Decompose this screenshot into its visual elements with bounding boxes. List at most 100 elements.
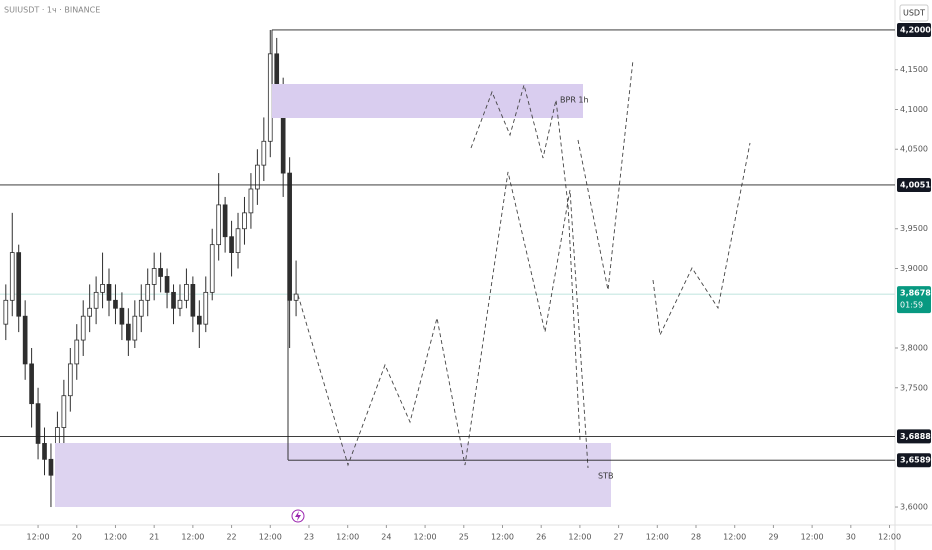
level-label: 3,6589 (900, 456, 931, 465)
candle-body (196, 315, 202, 325)
x-tick-label: 25 (459, 533, 469, 542)
projection-path (652, 142, 751, 337)
symbol-title: SUIUSDT · 1ч · BINANCE (4, 6, 100, 15)
candle-body (261, 140, 267, 166)
candle-body (145, 284, 151, 301)
level-label: 3,6888 (900, 432, 931, 441)
x-tick-label: 23 (304, 533, 314, 542)
candle-body (164, 276, 170, 293)
projection-path (577, 59, 634, 291)
candle-body (126, 323, 131, 341)
x-tick-label: 12:00 (414, 533, 437, 542)
bpr-zone (272, 84, 583, 118)
candle-body (229, 236, 234, 254)
x-tick-label: 12:00 (723, 533, 746, 542)
candle-body (42, 443, 47, 460)
candle-body (48, 458, 54, 476)
currency-box (899, 4, 929, 22)
candle-body (255, 164, 260, 190)
y-tick-label: 3,7500 (900, 383, 928, 392)
x-tick-label: 27 (614, 533, 624, 542)
candle-body (29, 363, 34, 405)
stb-zone (55, 443, 611, 507)
level-label-box (897, 177, 931, 192)
y-tick-label: 3,9000 (900, 264, 928, 273)
x-tick-label: 20 (72, 533, 82, 542)
y-tick-label: 4,1000 (900, 105, 928, 114)
y-tick-label: 4,1500 (900, 65, 928, 74)
candle-body (113, 299, 118, 309)
candle-body (177, 299, 183, 309)
x-tick-label: 12:00 (181, 533, 204, 542)
candle-body (151, 268, 157, 285)
level-label-box (897, 429, 931, 444)
x-tick-label: 21 (149, 533, 159, 542)
x-tick-label: 12:00 (491, 533, 514, 542)
candle-body (67, 363, 73, 397)
candle-body (209, 244, 215, 293)
x-tick-label: 12:00 (336, 533, 359, 542)
candle-body (274, 53, 280, 87)
event-icon-bolt (295, 511, 301, 521)
x-tick-label: 12:00 (259, 533, 282, 542)
candle-body (9, 252, 15, 301)
candle-body (35, 403, 41, 444)
candle-body (3, 299, 9, 325)
x-tick-label: 12:00 (801, 533, 824, 542)
level-label-box (897, 22, 931, 37)
projections (297, 59, 751, 469)
x-tick-label: 12:00 (646, 533, 669, 542)
zone-label: BPR 1h (560, 96, 589, 105)
candle-body (61, 395, 67, 428)
candle-body (100, 284, 105, 293)
y-tick-label: 3,9500 (900, 224, 928, 233)
candle-body (106, 284, 112, 301)
x-tick-label: 12:00 (27, 533, 50, 542)
candle-body (158, 268, 163, 277)
current-price-label: 3,8678 (900, 289, 931, 298)
level-label: 4,2000 (900, 25, 931, 34)
candle-body (80, 315, 86, 341)
x-tick-label: 12:00 (568, 533, 591, 542)
candle-body (190, 284, 196, 317)
x-tick-label: 12:00 (104, 533, 127, 542)
candle-body (138, 299, 144, 317)
candle-body (235, 228, 241, 254)
candle-body (119, 307, 125, 325)
x-tick-label: 29 (768, 533, 778, 542)
candle-body (22, 315, 28, 365)
y-tick-label: 4,0500 (900, 145, 928, 154)
candle-body (287, 172, 292, 301)
candle-body (16, 252, 22, 317)
x-tick-label: 28 (691, 533, 701, 542)
countdown-label: 01:59 (900, 301, 923, 310)
candle-body (242, 212, 247, 230)
y-tick-label: 3,8000 (900, 344, 928, 353)
candle-body (203, 291, 209, 325)
current-price-box (897, 286, 931, 314)
currency-label: USDT (903, 9, 925, 18)
level-label: 4,0051 (900, 180, 931, 189)
candle-body (74, 339, 80, 365)
projection-path (470, 83, 581, 441)
candle-body (87, 307, 92, 317)
level-label-box (897, 453, 931, 468)
candle-body (93, 291, 99, 309)
zone-label: STB (598, 472, 613, 481)
candle-body (184, 284, 189, 301)
y-tick-label: 3,6000 (900, 503, 928, 512)
candle-body (293, 293, 299, 301)
x-tick-label: 30 (846, 533, 856, 542)
candle-body (132, 315, 138, 341)
x-tick-label: 12:00 (878, 533, 901, 542)
projection-path (297, 171, 589, 469)
x-tick-label: 24 (381, 533, 391, 542)
candle-body (222, 204, 228, 238)
x-tick-label: 22 (226, 533, 236, 542)
candle-body (248, 188, 254, 214)
x-tick-label: 26 (536, 533, 546, 542)
candle-body (216, 204, 222, 246)
candle-body (171, 291, 176, 309)
